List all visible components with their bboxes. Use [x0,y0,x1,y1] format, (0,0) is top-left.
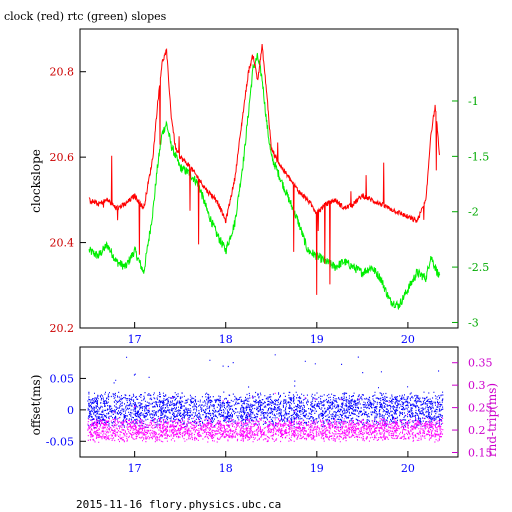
top-left-tick-label: 20.4 [50,237,75,250]
bottom-left-tick-label: 0.05 [50,372,75,385]
footer-text: 2015-11-16 flory.physics.ubc.ca [76,498,281,511]
bottom-y2label: rnd-trip(ms) [485,383,499,457]
top-right-tick-label: -2.5 [468,261,489,274]
series-line-rtc [88,52,441,310]
bottom-right-tick-label: 0.3 [468,379,486,392]
bottom-right-tick-label: 0.35 [468,357,493,370]
bottom-ylabel: offset(ms) [29,375,43,436]
top-left-tick-label: 20.6 [50,151,75,164]
top-x-tick-label: 20 [401,333,415,346]
bottom-left-axis: -0.05 0 0.05 [46,372,86,448]
top-ylabel: clockslope [29,149,43,213]
bottom-right-tick-label: 0.25 [468,402,493,415]
chart-title: clock (red) rtc (green) slopes [4,10,167,23]
top-left-tick-label: 20.2 [50,322,75,335]
top-right-tick-label: -1.5 [468,150,489,163]
series-line-clock [88,44,441,295]
top-x-axis: 17 18 19 20 [128,322,415,346]
bottom-series-group [87,354,444,443]
top-right-axis: -3 -2.5 -2 -1.5 -1 [452,95,489,329]
bottom-left-tick-label: 0 [67,404,74,417]
top-series-group [88,44,441,310]
bottom-x-tick-label: 19 [310,462,324,475]
bottom-x-axis: 17 18 19 20 [128,451,415,475]
series-points-offset [87,354,444,429]
bottom-x-tick-label: 17 [128,462,142,475]
bottom-right-tick-label: 0.2 [468,424,486,437]
top-right-tick-label: -1 [468,95,479,108]
bottom-x-tick-label: 20 [401,462,415,475]
top-plot-frame [79,28,459,329]
bottom-left-tick-label: -0.05 [46,435,74,448]
top-x-tick-label: 17 [128,333,142,346]
top-right-tick-label: -3 [468,316,479,329]
top-x-tick-label: 18 [219,333,233,346]
top-right-tick-label: -2 [468,206,479,219]
top-left-tick-label: 20.8 [50,66,75,79]
bottom-right-axis: 0.15 0.2 0.25 0.3 0.35 [452,357,493,460]
series-points-rnd-trip [87,392,444,443]
bottom-right-tick-label: 0.15 [468,447,493,460]
bottom-x-tick-label: 18 [219,462,233,475]
top-x-tick-label: 19 [310,333,324,346]
bottom-plot-frame [79,346,459,458]
top-left-axis: 20.2 20.4 20.6 20.8 [50,66,86,335]
